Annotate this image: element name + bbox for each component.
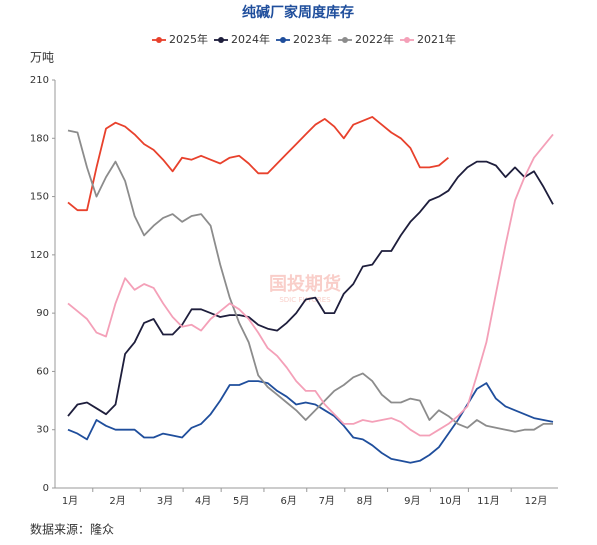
series-line xyxy=(67,133,554,437)
legend-label: 2024年 xyxy=(231,32,270,46)
y-tick-label: 60 xyxy=(36,366,49,377)
legend-label: 2025年 xyxy=(169,32,208,46)
y-axis-label: 万吨 xyxy=(30,51,54,65)
x-tick-label: 2月 xyxy=(109,495,125,507)
x-tick-label: 5月 xyxy=(233,495,249,507)
y-tick-label: 30 xyxy=(36,425,49,436)
x-tick-label: 6月 xyxy=(281,495,297,507)
series-line xyxy=(67,116,449,212)
x-tick-label: 4月 xyxy=(195,495,211,507)
x-tick-label: 3月 xyxy=(157,495,173,507)
x-tick-label: 11月 xyxy=(477,495,500,507)
legend-marker xyxy=(404,37,410,43)
x-tick-label: 9月 xyxy=(404,495,420,507)
x-tick-label: 10月 xyxy=(439,495,462,507)
legend-marker xyxy=(342,37,348,43)
x-tick-label: 7月 xyxy=(319,495,335,507)
source: 数据来源：隆众 xyxy=(30,522,114,537)
watermark: 国投期货 xyxy=(269,273,341,295)
x-tick-label: 8月 xyxy=(357,495,373,507)
legend-marker xyxy=(156,37,162,43)
series-line xyxy=(67,129,553,433)
y-tick-label: 90 xyxy=(36,308,49,319)
y-tick-label: 210 xyxy=(30,75,49,86)
legend-marker xyxy=(280,37,286,43)
legend-label: 2022年 xyxy=(355,32,394,46)
legend-label: 2021年 xyxy=(417,32,456,46)
legend-label: 2023年 xyxy=(293,32,332,46)
y-tick-label: 0 xyxy=(43,483,49,494)
chart-title: 纯碱厂家周度库存 xyxy=(242,4,354,21)
y-tick-label: 180 xyxy=(30,133,49,144)
x-tick-label: 1月 xyxy=(62,495,78,507)
y-tick-label: 120 xyxy=(30,250,49,261)
series-line xyxy=(67,160,554,417)
legend-marker xyxy=(218,37,224,43)
y-tick-label: 150 xyxy=(30,192,49,203)
series-line xyxy=(67,380,554,464)
x-tick-label: 12月 xyxy=(525,495,548,507)
